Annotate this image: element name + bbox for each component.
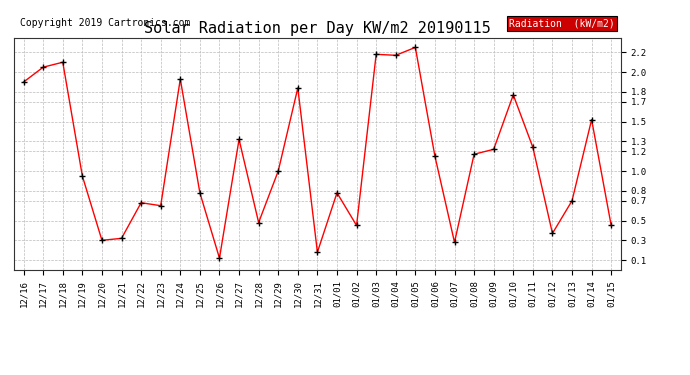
Text: Copyright 2019 Cartronics.com: Copyright 2019 Cartronics.com: [20, 18, 190, 28]
Title: Solar Radiation per Day KW/m2 20190115: Solar Radiation per Day KW/m2 20190115: [144, 21, 491, 36]
Text: Radiation  (kW/m2): Radiation (kW/m2): [509, 18, 615, 28]
